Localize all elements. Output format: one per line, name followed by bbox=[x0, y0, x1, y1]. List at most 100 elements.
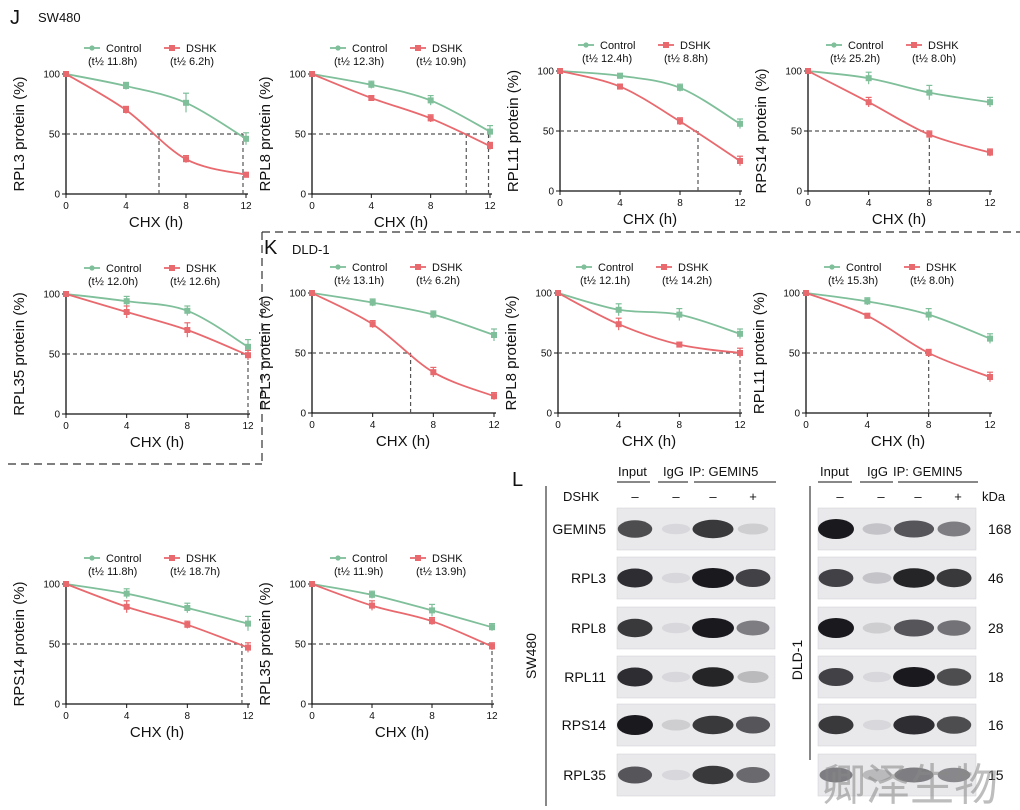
y-tick-label: 50 bbox=[791, 127, 803, 138]
data-point-control bbox=[987, 99, 993, 106]
data-point-dshk bbox=[489, 643, 495, 650]
x-axis-title: CHX (h) bbox=[130, 434, 184, 451]
blot-sw480-band bbox=[692, 765, 734, 785]
series-line-control bbox=[65, 293, 249, 348]
y-tick-label: 0 bbox=[548, 187, 554, 198]
blot-sw480-band bbox=[661, 769, 691, 781]
blots-layer: Input IgG IP: GEMIN5 Input IgG IP: GEMIN5 DSHK… bbox=[523, 464, 1012, 806]
blot-sw480-band bbox=[736, 620, 770, 636]
half-life-control: (t½ 11.9h) bbox=[334, 566, 383, 578]
blot-sw480-band bbox=[692, 568, 734, 588]
data-point-control bbox=[737, 120, 743, 127]
data-point-control bbox=[245, 620, 251, 627]
x-tick-label: 8 bbox=[927, 198, 933, 209]
x-tick-label: 8 bbox=[431, 420, 437, 431]
data-point-dshk bbox=[737, 350, 743, 356]
y-tick-label: 0 bbox=[54, 410, 60, 421]
x-tick-label: 0 bbox=[63, 201, 69, 212]
legend-marker-dshk bbox=[169, 555, 175, 561]
y-tick-label: 100 bbox=[43, 70, 60, 81]
blot-dld1-band bbox=[862, 572, 892, 584]
blot-dld1-band bbox=[937, 620, 971, 636]
blot-dld1-band bbox=[818, 668, 854, 686]
x-tick-label: 0 bbox=[309, 201, 315, 212]
blot-header-ip-sw480: IP: GEMIN5 bbox=[689, 464, 758, 479]
series-line-control bbox=[805, 292, 991, 340]
y-tick-label: 0 bbox=[794, 409, 800, 420]
data-point-dshk bbox=[63, 71, 69, 77]
chart-k-rpl11-9: 0 4 8 12 0 50 100 CHX (h) RPL11 protein (%) Contr… bbox=[751, 262, 996, 450]
y-tick-label: 100 bbox=[785, 67, 802, 78]
blot-row-label: RPL8 bbox=[571, 620, 606, 636]
y-tick-label: 0 bbox=[300, 700, 306, 711]
panel-letter-j: J bbox=[10, 7, 20, 29]
data-point-control bbox=[243, 135, 249, 142]
x-tick-label: 12 bbox=[734, 198, 746, 209]
chart-j-rpl35-6: 0 4 8 12 0 50 100 CHX (h) RPL35 protein (%) Contr… bbox=[257, 553, 498, 741]
data-point-dshk bbox=[245, 352, 251, 359]
blot-dld1-band bbox=[936, 668, 972, 686]
data-point-control bbox=[368, 81, 375, 88]
data-point-dshk bbox=[184, 327, 191, 333]
y-tick-label: 0 bbox=[54, 700, 60, 711]
series-line-control bbox=[557, 292, 741, 335]
legend-marker-control bbox=[335, 45, 341, 51]
data-point-dshk bbox=[864, 312, 871, 319]
data-point-dshk bbox=[309, 71, 315, 77]
data-point-dshk bbox=[309, 290, 315, 296]
legend-marker-control bbox=[581, 264, 587, 270]
x-tick-label: 0 bbox=[309, 420, 315, 431]
y-tick-label: 0 bbox=[300, 409, 306, 420]
data-point-control bbox=[430, 311, 437, 318]
series-line-dshk bbox=[65, 73, 247, 176]
series-line-control bbox=[311, 292, 495, 336]
legend-label-control: Control bbox=[598, 262, 633, 274]
legend-marker-dshk bbox=[909, 264, 915, 270]
blot-dld1-band bbox=[862, 622, 892, 634]
legend-label-dshk: DSHK bbox=[186, 43, 217, 55]
data-point-control bbox=[489, 624, 495, 631]
y-tick-label: 0 bbox=[300, 190, 306, 201]
x-tick-label: 4 bbox=[865, 420, 871, 431]
y-tick-label: 0 bbox=[54, 190, 60, 201]
blot-dld1-band bbox=[893, 667, 935, 687]
legend-marker-dshk bbox=[911, 42, 917, 48]
data-point-dshk bbox=[243, 171, 249, 178]
x-tick-label: 0 bbox=[63, 421, 69, 432]
data-point-dshk bbox=[926, 131, 933, 138]
blot-kda-header: kDa bbox=[982, 489, 1006, 504]
x-tick-label: 12 bbox=[484, 201, 496, 212]
x-tick-label: 12 bbox=[734, 420, 746, 431]
y-tick-label: 50 bbox=[295, 640, 307, 651]
y-axis-title: RPL35 protein (%) bbox=[11, 292, 28, 415]
legend-label-dshk: DSHK bbox=[432, 43, 463, 55]
data-point-control bbox=[491, 332, 497, 338]
data-point-control bbox=[184, 307, 191, 314]
x-tick-label: 12 bbox=[242, 711, 254, 722]
data-point-dshk bbox=[369, 602, 375, 609]
y-tick-label: 100 bbox=[289, 289, 306, 300]
x-axis-title: CHX (h) bbox=[375, 724, 429, 741]
half-life-control: (t½ 12.1h) bbox=[580, 275, 630, 287]
data-point-control bbox=[677, 84, 683, 91]
blot-kda-label: 28 bbox=[988, 620, 1004, 636]
data-point-control bbox=[123, 83, 129, 89]
blot-dld1-band bbox=[936, 568, 972, 588]
x-tick-label: 0 bbox=[557, 198, 563, 209]
series-line-dshk bbox=[311, 292, 495, 398]
y-axis-title: RPL11 protein (%) bbox=[505, 70, 522, 192]
legend-label-control: Control bbox=[352, 262, 387, 274]
blot-cell-label-dld1: DLD-1 bbox=[789, 640, 805, 681]
blot-dld1-band bbox=[893, 715, 935, 735]
data-point-dshk bbox=[123, 309, 130, 315]
half-life-dshk: (t½ 13.9h) bbox=[416, 566, 466, 578]
blot-dld1-band bbox=[818, 715, 854, 735]
blot-dld1-band bbox=[818, 519, 854, 539]
blot-cell-label-sw480: SW480 bbox=[523, 633, 539, 679]
blot-sw480-band bbox=[617, 568, 653, 588]
y-axis-title: RPS14 protein (%) bbox=[753, 68, 770, 193]
y-tick-label: 100 bbox=[535, 289, 552, 300]
cell-line-label-dld1: DLD-1 bbox=[292, 242, 330, 257]
blot-row-label: GEMIN5 bbox=[552, 521, 606, 537]
lane-sign-dld1: + bbox=[954, 489, 962, 504]
